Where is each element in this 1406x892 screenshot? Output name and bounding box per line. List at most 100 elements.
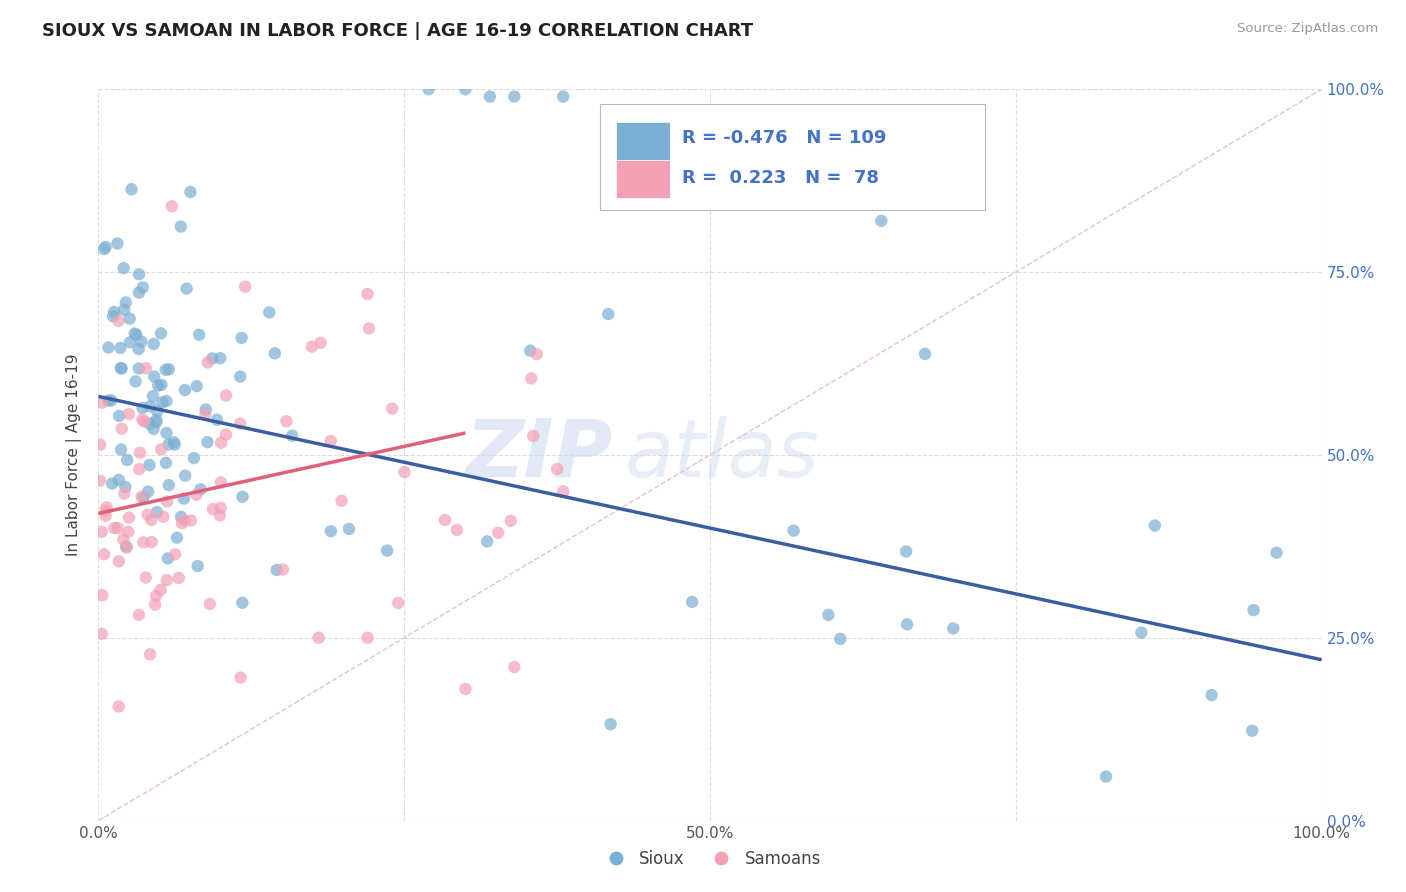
Point <box>174 468 197 483</box>
Point <box>208 508 231 523</box>
Point <box>394 465 416 479</box>
Point <box>146 404 169 418</box>
Point <box>180 514 202 528</box>
Point <box>118 311 141 326</box>
Point <box>128 361 150 376</box>
Point <box>183 451 205 466</box>
Point <box>308 631 330 645</box>
Point <box>90 627 112 641</box>
Point <box>157 362 180 376</box>
Point <box>179 185 201 199</box>
Point <box>131 490 153 504</box>
Point <box>118 407 141 421</box>
Point <box>309 335 332 350</box>
Point <box>91 588 114 602</box>
Point <box>148 378 170 392</box>
Point <box>830 632 852 646</box>
Point <box>114 480 136 494</box>
Point <box>91 395 114 409</box>
Point <box>357 321 380 335</box>
Point <box>108 473 131 487</box>
Point <box>174 383 197 397</box>
Point <box>115 453 138 467</box>
Point <box>107 314 129 328</box>
Point <box>233 279 256 293</box>
Point <box>101 310 124 324</box>
Point <box>105 236 128 251</box>
Point <box>194 402 217 417</box>
Point <box>103 305 125 319</box>
Point <box>201 351 224 366</box>
Point <box>503 89 526 103</box>
Point <box>522 429 544 443</box>
Point <box>519 343 541 358</box>
Point <box>100 393 122 408</box>
Point <box>129 446 152 460</box>
Point <box>112 302 135 317</box>
Text: R =  0.223   N =  78: R = 0.223 N = 78 <box>682 169 879 186</box>
Point <box>115 295 138 310</box>
Point <box>118 510 141 524</box>
Legend: Sioux, Samoans: Sioux, Samoans <box>592 843 828 874</box>
Point <box>120 335 142 350</box>
Point <box>170 516 193 530</box>
Point <box>136 484 159 499</box>
Point <box>141 535 163 549</box>
Point <box>108 409 131 423</box>
Point <box>186 488 208 502</box>
Point <box>96 500 118 515</box>
Point <box>97 341 120 355</box>
Point <box>157 437 180 451</box>
Point <box>128 607 150 622</box>
Point <box>94 240 117 254</box>
Point <box>156 573 179 587</box>
Point <box>330 493 353 508</box>
Point <box>110 341 132 355</box>
Point <box>319 524 342 538</box>
Point <box>894 544 917 558</box>
Point <box>215 427 238 442</box>
Point <box>381 401 404 416</box>
Point <box>209 351 232 366</box>
Point <box>139 399 162 413</box>
Point <box>131 334 153 349</box>
Point <box>156 494 179 508</box>
Point <box>209 435 232 450</box>
Point <box>215 388 238 402</box>
Text: SIOUX VS SAMOAN IN LABOR FORCE | AGE 16-19 CORRELATION CHART: SIOUX VS SAMOAN IN LABOR FORCE | AGE 16-… <box>42 22 754 40</box>
Point <box>209 500 232 515</box>
Point <box>157 478 180 492</box>
Point <box>337 522 360 536</box>
Point <box>817 607 839 622</box>
Point <box>150 377 173 392</box>
Point <box>155 456 177 470</box>
FancyBboxPatch shape <box>600 103 986 210</box>
Point <box>782 524 804 538</box>
Point <box>112 533 135 547</box>
Point <box>107 521 129 535</box>
Point <box>434 513 457 527</box>
Point <box>134 414 156 428</box>
Point <box>94 504 117 518</box>
Point <box>110 442 132 457</box>
Point <box>160 199 183 213</box>
Point <box>145 413 167 427</box>
Point <box>132 280 155 294</box>
Point <box>186 379 208 393</box>
Point <box>145 589 167 603</box>
Point <box>103 521 125 535</box>
Point <box>97 393 120 408</box>
Point <box>170 219 193 234</box>
Point <box>135 361 157 376</box>
Point <box>143 369 166 384</box>
Point <box>128 462 150 476</box>
Point <box>276 414 298 428</box>
Point <box>132 535 155 549</box>
Point <box>281 428 304 442</box>
Point <box>271 563 294 577</box>
Point <box>418 82 440 96</box>
Point <box>375 543 398 558</box>
Point <box>176 282 198 296</box>
Y-axis label: In Labor Force | Age 16-19: In Labor Force | Age 16-19 <box>66 353 83 557</box>
Point <box>128 268 150 282</box>
